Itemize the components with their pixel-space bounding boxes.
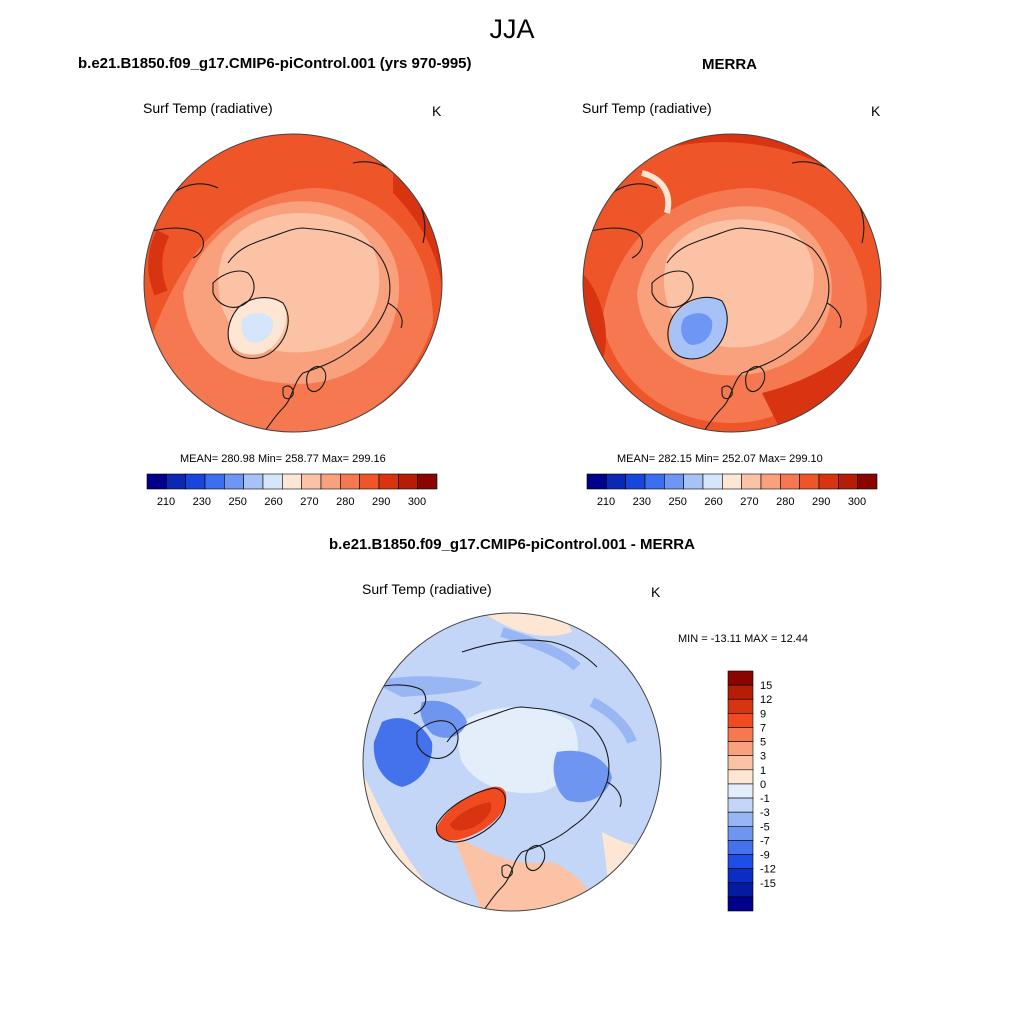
diff-units-label: K xyxy=(651,584,661,600)
diff-colorbar-tick-label: 0 xyxy=(760,779,766,791)
obs-stats: MEAN= 282.15 Min= 252.07 Max= 299.10 xyxy=(617,453,823,465)
diff-colorbar-tick-label: -1 xyxy=(760,793,770,805)
model-colorbar-box xyxy=(417,473,438,490)
diff-colorbar-box xyxy=(727,840,754,855)
obs-panel-title: MERRA xyxy=(702,56,757,73)
obs-colorbar-box xyxy=(664,473,684,490)
model-colorbar-box xyxy=(320,473,341,490)
diff-colorbar-tick-label: 12 xyxy=(760,694,772,706)
diff-colorbar-box xyxy=(727,868,754,884)
diff-colorbar-box xyxy=(727,713,754,728)
diff-colorbar-box xyxy=(727,755,754,771)
obs-polar-map xyxy=(582,133,882,433)
diff-colorbar-box xyxy=(727,741,754,757)
diff-stats: MIN = -13.11 MAX = 12.44 xyxy=(678,633,809,645)
obs-colorbar-box xyxy=(780,473,800,490)
obs-colorbar-box xyxy=(702,473,723,490)
model-panel-title: b.e21.B1850.f09_g17.CMIP6-piControl.001 … xyxy=(78,55,472,72)
obs-colorbar: 210 230 250 260 270 280 290 300 xyxy=(586,473,878,508)
obs-colorbar-tick-label: 260 xyxy=(704,496,722,508)
diff-variable-label: Surf Temp (radiative) xyxy=(362,581,492,597)
obs-colorbar-box xyxy=(857,473,878,490)
obs-variable-label: Surf Temp (radiative) xyxy=(582,100,712,116)
diff-colorbar-box xyxy=(727,783,754,799)
model-colorbar-box xyxy=(166,473,186,490)
diff-colorbar-box xyxy=(727,727,754,742)
obs-colorbar-box xyxy=(818,473,839,490)
obs-colorbar-tick-label: 250 xyxy=(669,496,687,508)
diff-colorbar-tick-label: -12 xyxy=(760,864,776,876)
model-colorbar-box xyxy=(301,473,322,490)
model-colorbar-box xyxy=(378,473,399,490)
diff-polar-map xyxy=(362,612,662,912)
obs-colorbar-box xyxy=(644,473,665,490)
diff-colorbar-tick-label: -7 xyxy=(760,835,770,847)
model-stats: MEAN= 280.98 Min= 258.77 Max= 299.16 xyxy=(180,453,386,465)
model-colorbar-box xyxy=(340,473,360,490)
diff-colorbar-tick-label: 15 xyxy=(760,680,772,692)
model-colorbar-box xyxy=(262,473,283,490)
obs-colorbar-tick-label: 290 xyxy=(812,496,830,508)
model-colorbar-box xyxy=(243,473,264,490)
diff-colorbar-tick-label: 1 xyxy=(760,765,766,777)
obs-units-label: K xyxy=(871,103,881,119)
diff-colorbar-tick-label: 7 xyxy=(760,722,766,734)
model-colorbar-box xyxy=(224,473,244,490)
diff-colorbar-tick-label: -15 xyxy=(760,878,776,890)
obs-colorbar-tick-label: 230 xyxy=(633,496,651,508)
diff-colorbar-tick-label: 3 xyxy=(760,751,766,763)
model-colorbar-box xyxy=(204,473,225,490)
obs-colorbar-box xyxy=(760,473,781,490)
obs-colorbar-box xyxy=(606,473,626,490)
obs-colorbar-box xyxy=(683,473,704,490)
model-colorbar: 210 230 250 260 270 280 290 300 xyxy=(146,473,438,508)
obs-colorbar-box xyxy=(741,473,762,490)
model-colorbar-tick-label: 290 xyxy=(372,496,390,508)
diff-colorbar-box xyxy=(727,811,754,827)
model-colorbar-box xyxy=(398,473,418,490)
diff-colorbar-box xyxy=(727,797,754,813)
obs-colorbar-tick-label: 270 xyxy=(740,496,758,508)
diff-panel-title: b.e21.B1850.f09_g17.CMIP6-piControl.001 … xyxy=(329,536,695,553)
diff-colorbar-box xyxy=(727,769,754,785)
diff-colorbar-tick-label: -9 xyxy=(760,850,770,862)
model-colorbar-tick-label: 280 xyxy=(336,496,354,508)
diff-colorbar-box xyxy=(727,825,754,841)
model-colorbar-tick-label: 230 xyxy=(193,496,211,508)
diff-colorbar-tick-label: -5 xyxy=(760,821,770,833)
model-colorbar-tick-label: 210 xyxy=(157,496,175,508)
model-colorbar-tick-label: 260 xyxy=(264,496,282,508)
obs-colorbar-box xyxy=(722,473,742,490)
diff-colorbar-tick-label: -3 xyxy=(760,807,770,819)
diff-colorbar-box xyxy=(727,698,754,714)
obs-colorbar-box xyxy=(838,473,858,490)
obs-colorbar-box xyxy=(799,473,820,490)
obs-colorbar-tick-label: 280 xyxy=(776,496,794,508)
model-colorbar-box xyxy=(282,473,302,490)
model-units-label: K xyxy=(432,103,442,119)
obs-colorbar-box xyxy=(625,473,646,490)
model-polar-map xyxy=(143,133,443,433)
diff-colorbar: 15 12 9 7 5 3 1 0 -1 -3 -5 -7 -9 -12 -15 xyxy=(727,670,776,912)
diff-colorbar-box xyxy=(727,684,754,700)
model-colorbar-tick-label: 250 xyxy=(229,496,247,508)
diff-colorbar-tick-label: 5 xyxy=(760,737,766,749)
diff-colorbar-box xyxy=(727,882,754,898)
diff-colorbar-tick-label: 9 xyxy=(760,708,766,720)
model-colorbar-tick-label: 300 xyxy=(408,496,426,508)
model-colorbar-box xyxy=(359,473,380,490)
obs-colorbar-box xyxy=(586,473,607,490)
diff-colorbar-box xyxy=(727,896,754,912)
model-colorbar-box xyxy=(146,473,167,490)
obs-colorbar-tick-label: 300 xyxy=(848,496,866,508)
model-variable-label: Surf Temp (radiative) xyxy=(143,100,273,116)
model-colorbar-box xyxy=(185,473,206,490)
diff-colorbar-box xyxy=(727,670,754,686)
diff-colorbar-box xyxy=(727,854,754,869)
obs-colorbar-tick-label: 210 xyxy=(597,496,615,508)
figure-title: JJA xyxy=(489,14,535,44)
model-colorbar-tick-label: 270 xyxy=(300,496,318,508)
